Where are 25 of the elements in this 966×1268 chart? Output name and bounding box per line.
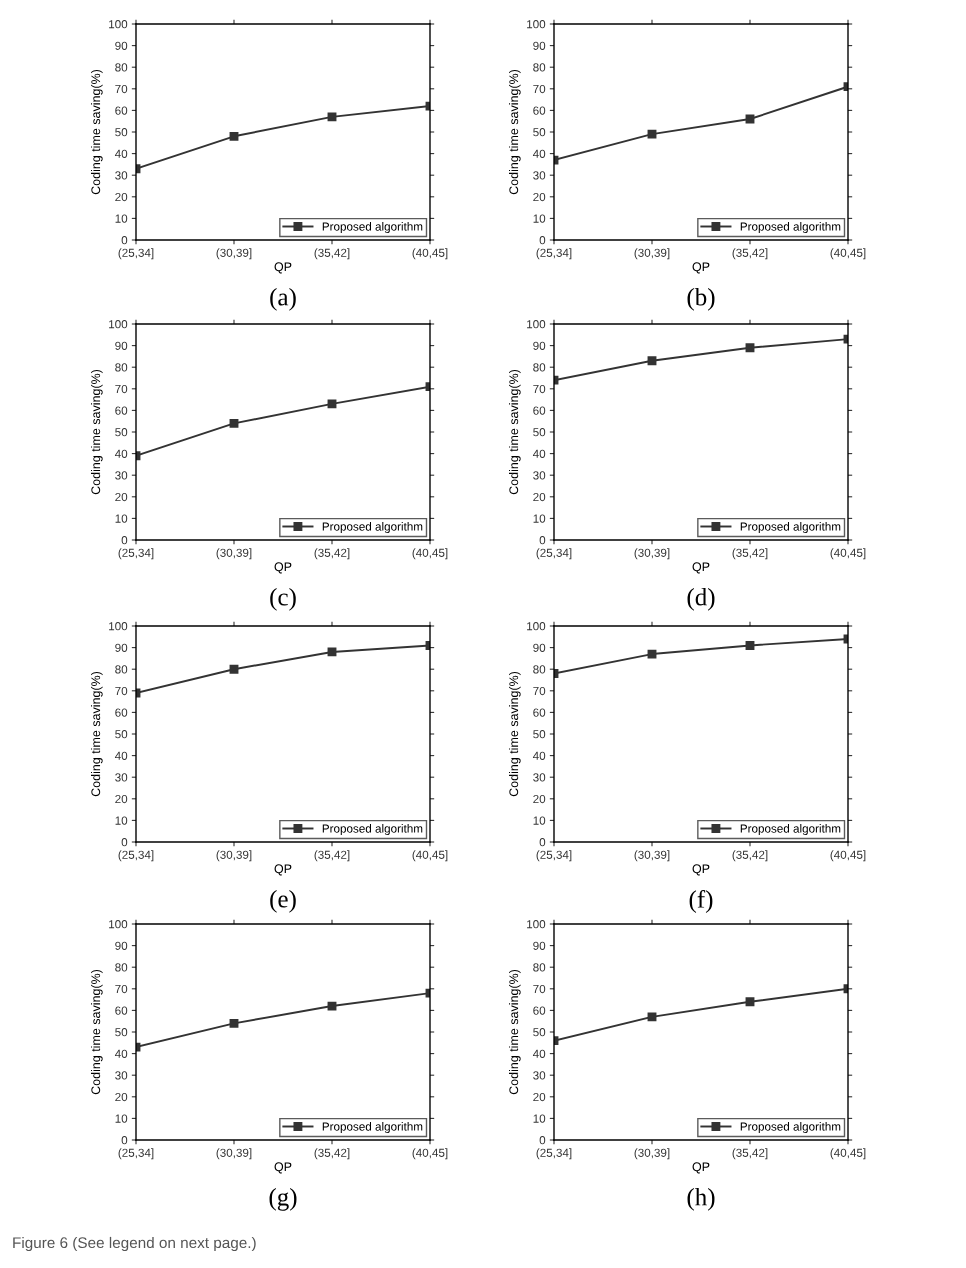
point (229, 131, 239, 141)
text: (a) (270, 288, 296, 311)
point (327, 647, 337, 657)
point (745, 114, 755, 124)
text: (g) (269, 1188, 297, 1211)
point (647, 649, 657, 659)
point (745, 343, 755, 353)
text: (e) (270, 890, 296, 913)
point (229, 418, 239, 428)
point (327, 112, 337, 122)
point (229, 1018, 239, 1028)
text: (h) (687, 1188, 715, 1211)
point (745, 997, 755, 1007)
point (229, 664, 239, 674)
point (745, 640, 755, 650)
point (647, 356, 657, 366)
text: (b) (687, 288, 715, 311)
text: (f) (689, 890, 713, 913)
point (647, 1012, 657, 1022)
text: (d) (687, 588, 715, 611)
line-series (554, 334, 848, 385)
point (327, 1001, 337, 1011)
point (327, 399, 337, 409)
point (647, 129, 657, 139)
text: (c) (270, 588, 296, 611)
